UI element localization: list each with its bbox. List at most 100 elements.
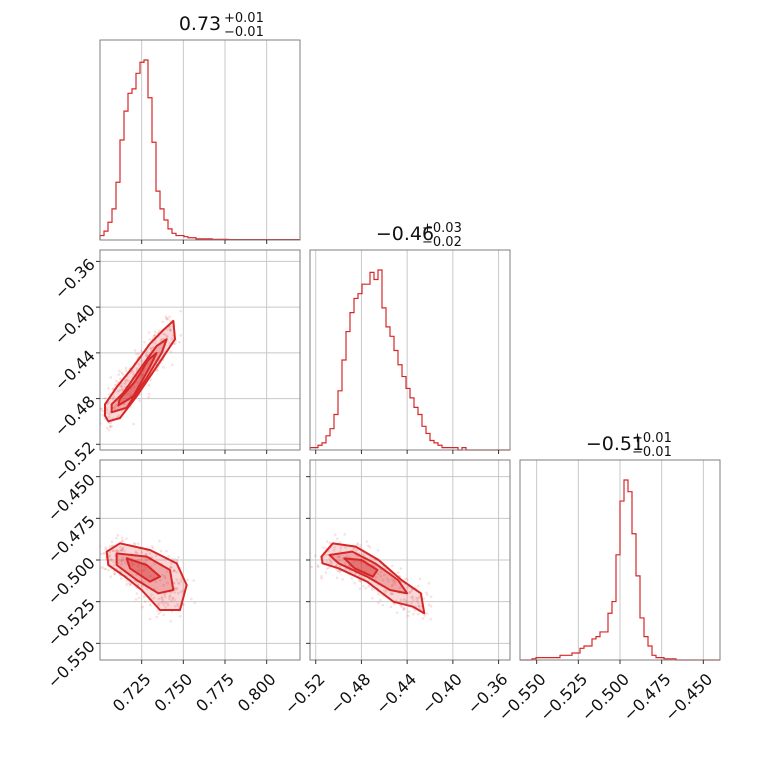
- scatter-point: [336, 569, 339, 572]
- scatter-point: [119, 548, 123, 552]
- scatter-point: [396, 571, 400, 574]
- contour-level-2: [115, 552, 175, 595]
- scatter-point: [186, 578, 190, 582]
- scatter-point: [101, 413, 105, 417]
- scatter-point: [181, 589, 185, 593]
- scatter-point: [123, 549, 126, 553]
- scatter-point: [150, 545, 154, 548]
- scatter-point: [115, 549, 119, 552]
- scatter-point: [118, 369, 121, 373]
- scatter-point: [379, 574, 383, 578]
- scatter-point: [145, 355, 148, 358]
- y-tick-label-param-2: −0.44: [51, 346, 99, 394]
- scatter-point: [371, 563, 374, 566]
- scatter-point: [178, 614, 182, 618]
- scatter-point: [103, 396, 107, 400]
- scatter-point: [313, 554, 317, 557]
- scatter-point: [112, 406, 115, 410]
- scatter-point: [131, 563, 134, 567]
- scatter-point: [357, 573, 361, 577]
- scatter-point: [158, 539, 161, 543]
- scatter-point: [169, 350, 173, 353]
- scatter-point: [150, 593, 154, 596]
- scatter-point: [133, 541, 136, 545]
- scatter-point: [326, 561, 329, 564]
- scatter-point: [108, 554, 112, 557]
- scatter-point: [108, 550, 112, 554]
- scatter-point: [329, 560, 332, 563]
- scatter-point: [143, 600, 147, 603]
- scatter-point: [102, 552, 105, 555]
- scatter-point: [343, 561, 347, 565]
- scatter-point: [362, 584, 365, 588]
- scatter-point: [100, 552, 103, 556]
- scatter-point: [176, 592, 180, 595]
- histogram-param-3: [520, 479, 720, 661]
- scatter-point: [415, 596, 418, 600]
- scatter-point: [120, 536, 124, 540]
- scatter-point: [137, 569, 141, 572]
- scatter-point: [132, 422, 135, 426]
- scatter-point: [124, 380, 128, 383]
- scatter-point: [163, 576, 167, 580]
- scatter-point: [118, 549, 122, 553]
- scatter-point: [110, 540, 114, 544]
- scatter-point: [352, 548, 356, 551]
- scatter-point: [391, 592, 394, 596]
- scatter-point: [161, 598, 164, 601]
- scatter-point: [173, 591, 177, 594]
- scatter-point: [412, 612, 415, 616]
- scatter-point: [110, 558, 114, 562]
- panel-frames: [99, 39, 721, 661]
- scatter-point: [174, 604, 177, 608]
- scatter-point: [135, 592, 139, 595]
- x-tick-label-param-1: 0.750: [151, 670, 197, 716]
- scatter-point: [159, 578, 162, 582]
- scatter-point: [151, 346, 155, 349]
- scatter-point: [107, 400, 111, 404]
- scatter-point: [424, 591, 428, 594]
- scatter-point: [338, 555, 341, 559]
- scatter-point: [112, 395, 115, 399]
- scatter-point: [163, 575, 167, 578]
- scatter-point: [156, 609, 159, 612]
- scatter-point: [348, 565, 351, 568]
- scatter-point: [379, 598, 382, 602]
- scatter-point: [107, 428, 111, 432]
- scatter-point: [328, 557, 331, 560]
- scatter-point: [329, 560, 333, 564]
- scatter-point: [104, 548, 107, 551]
- scatter-point: [118, 545, 122, 549]
- scatter-point: [121, 539, 124, 542]
- scatter-point: [173, 342, 177, 345]
- scatter-point: [140, 359, 144, 363]
- scatter-point: [162, 583, 165, 587]
- scatter-point: [113, 572, 117, 576]
- scatter-point: [410, 589, 414, 592]
- scatter-point: [333, 533, 337, 536]
- scatter-point: [407, 585, 410, 589]
- scatter-point: [117, 561, 120, 565]
- scatter-point: [112, 564, 116, 567]
- scatter-point: [135, 352, 138, 356]
- scatter-point: [144, 353, 148, 356]
- scatter-point: [163, 333, 167, 336]
- scatter-point: [134, 551, 138, 555]
- scatter-point: [180, 577, 183, 581]
- scatter-point: [392, 579, 395, 582]
- scatter-point: [170, 337, 174, 340]
- title-param-3-minus: −0.01: [632, 445, 672, 460]
- scatter-point: [333, 546, 336, 549]
- panel-hist-param-2: [309, 250, 510, 451]
- scatter-point: [132, 385, 136, 388]
- scatter-point: [95, 410, 98, 413]
- scatter-point: [341, 577, 344, 581]
- scatter-point: [143, 568, 146, 572]
- scatter-point: [107, 415, 111, 419]
- scatter-point: [389, 605, 393, 609]
- scatter-point: [427, 603, 431, 607]
- scatter-point: [157, 603, 160, 607]
- scatter-point: [153, 334, 156, 337]
- scatter-point: [429, 595, 433, 599]
- scatter-point: [173, 598, 176, 602]
